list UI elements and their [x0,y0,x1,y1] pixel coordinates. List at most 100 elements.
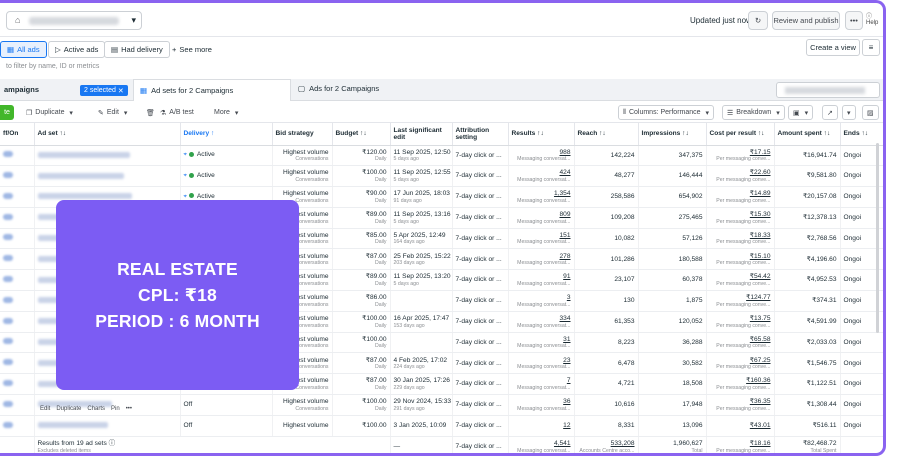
adset-name-blurred[interactable] [37,422,108,429]
col-attribution[interactable]: Attribution setting [452,123,509,146]
row-charts-action[interactable]: Charts [87,406,106,412]
col-bid[interactable]: Bid strategy [272,123,333,146]
col-lastedit[interactable]: Last significant edit [390,123,453,146]
status-toggle[interactable] [3,400,13,407]
status-toggle[interactable] [3,359,13,366]
search-hint[interactable]: to filter by name, ID or metrics [6,63,100,70]
status-toggle[interactable] [3,379,13,386]
cpr-cell[interactable]: ₹43.01 [706,415,775,437]
cpr-cell[interactable]: ₹54.42 Per messaging conve... [706,269,775,292]
results-cell[interactable]: 31 Messaging conversat... [508,332,575,354]
tab-all-ads[interactable]: ▦ All ads [0,41,47,58]
date-range-picker[interactable] [776,82,880,98]
tab-campaigns[interactable]: ampaigns [4,85,40,94]
adset-name-blurred[interactable] [37,172,124,179]
adset-name-blurred[interactable] [37,193,132,200]
tab-adsets[interactable]: ▦ Ad sets for 2 Campaigns [133,79,291,101]
more-options-button[interactable]: ••• [845,11,863,30]
status-toggle[interactable] [3,296,13,303]
adset-name-blurred[interactable] [37,151,130,158]
create-button[interactable]: te [0,105,14,120]
results-cell[interactable]: 1,354 Messaging conversat... [508,186,575,208]
results-cell[interactable]: 334 Messaging conversat... [508,311,575,333]
results-cell[interactable]: 91 Messaging conversat... [508,269,575,292]
row-duplicate-action[interactable]: Duplicate [56,406,82,412]
results-cell[interactable]: 424 Messaging conversat... [508,165,575,188]
row-edit-action[interactable]: Edit [40,406,51,412]
status-toggle[interactable] [3,275,13,282]
results-cell[interactable]: 36 Messaging conversat... [508,394,575,416]
columns-button[interactable]: ⫴ Columns: Performance ▾ [618,105,715,120]
status-toggle[interactable] [3,192,13,199]
col-budget[interactable]: Budget ↑↓ [332,123,391,146]
more-button[interactable]: More ▾ [214,105,238,120]
view-options-button[interactable]: ≡ [862,39,880,56]
status-toggle[interactable] [3,171,13,178]
review-publish-button[interactable]: Review and publish [772,11,840,30]
results-cell[interactable]: 809 Messaging conversat... [508,207,575,229]
help-button[interactable]: ⓘ Help [866,14,878,26]
delete-button[interactable]: 🗑 [146,105,155,120]
status-toggle[interactable] [3,255,13,262]
status-toggle[interactable] [3,338,13,345]
status-toggle[interactable] [3,234,13,241]
adset-name-blurred[interactable] [37,401,112,408]
col-adset[interactable]: Ad set ↑↓ [34,123,181,146]
cpr-cell[interactable]: ₹18.33 Per messaging conve... [706,228,775,250]
col-ends[interactable]: Ends ↑↓ [840,123,883,146]
results-cell[interactable]: 3 Messaging conversat... [508,290,575,312]
tab-ads[interactable]: ▢ Ads for 2 Campaigns [298,84,379,93]
table-row[interactable]: ⌖ Active Highest volume Conversations ₹90.00… [0,186,883,208]
cpr-cell[interactable]: ₹14.89 Per messaging conve... [706,186,775,208]
col-impressions[interactable]: Impressions ↑↓ [638,123,707,146]
row-pin-action[interactable]: Pin [111,406,120,412]
cpr-cell[interactable]: ₹36.35 Per messaging conve... [706,394,775,416]
export-button[interactable]: ↗ [822,105,838,120]
chart-toggle-button[interactable]: ▨ [862,105,879,120]
col-offon[interactable]: ff/On [0,123,35,146]
results-cell[interactable]: 278 Messaging conversat... [508,248,575,271]
cpr-cell[interactable]: ₹15.10 Per messaging conve... [706,248,775,271]
cpr-cell[interactable]: ₹13.75 Per messaging conve... [706,311,775,333]
results-cell[interactable]: 7 Messaging conversat... [508,373,575,396]
create-view-button[interactable]: Create a view [806,39,860,56]
cpr-cell[interactable]: ₹15.30 Per messaging conve... [706,207,775,229]
status-toggle[interactable] [3,151,13,158]
status-toggle[interactable] [3,421,13,428]
selected-badge[interactable]: 2 selected ✕ [80,85,128,96]
col-delivery[interactable]: Delivery ↑ [180,123,273,146]
col-results[interactable]: Results ↑↓ [508,123,575,146]
cpr-cell[interactable]: ₹65.58 Per messaging conve... [706,332,775,354]
col-spent[interactable]: Amount spent ↑↓ [774,123,841,146]
table-row[interactable]: ⌖ Active Highest volume Conversations ₹100.0… [0,165,883,188]
status-toggle[interactable] [3,317,13,324]
export-menu-button[interactable]: ▾ [842,105,856,120]
cpr-cell[interactable]: ₹160.36 Per messaging conve... [706,373,775,396]
breakdown-button[interactable]: ☰ Breakdown ▾ [722,105,785,120]
refresh-button[interactable]: ↻ [748,11,768,30]
cpr-cell[interactable]: ₹124.77 Per messaging conve... [706,290,775,312]
reports-button[interactable]: ▣ ▾ [788,105,814,120]
col-cpr[interactable]: Cost per result ↑↓ [706,123,775,146]
vertical-scrollbar[interactable] [876,143,879,333]
tab-had-delivery[interactable]: ▤ Had delivery [104,41,170,58]
results-cell[interactable]: 23 Messaging conversat... [508,352,575,375]
table-row[interactable]: Off Highest volume Conversations ₹100.00 Dai… [0,394,883,416]
results-cell[interactable]: 151 Messaging conversat... [508,228,575,250]
results-cell[interactable]: 12 [508,415,575,437]
edit-button[interactable]: ✎ Edit ▾ [98,105,127,120]
close-icon[interactable]: ✕ [117,87,124,95]
cpr-cell[interactable]: ₹67.25 Per messaging conve... [706,352,775,375]
cpr-cell[interactable]: ₹22.60 Per messaging conve... [706,165,775,188]
account-selector[interactable]: ⌂ ▾ [6,11,142,30]
results-cell[interactable]: 988 Messaging conversat... [508,145,575,167]
status-toggle[interactable] [3,213,13,220]
cpr-cell[interactable]: ₹17.15 Per messaging conve... [706,145,775,167]
table-row[interactable]: ⌖ Active Highest volume Conversations ₹120.0… [0,145,883,167]
duplicate-button[interactable]: ❐ Duplicate ▾ [26,105,73,120]
table-row[interactable]: Off Highest volume ₹100.00 3 Jan 2025, 10:0… [0,415,883,437]
see-more-button[interactable]: + See more [166,41,218,58]
tab-active-ads[interactable]: ▷ Active ads [48,41,106,58]
col-reach[interactable]: Reach ↑↓ [574,123,639,146]
ab-test-button[interactable]: ⚗ A/B test [160,105,194,120]
